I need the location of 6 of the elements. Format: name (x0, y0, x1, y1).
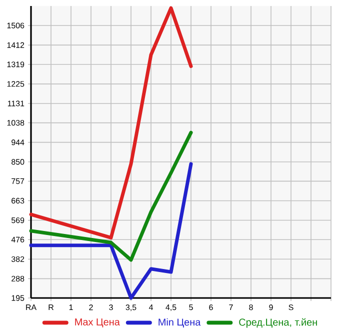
legend-label: Сред.Цена, т.йен (239, 318, 317, 328)
legend-label: Min Цена (158, 318, 201, 328)
line-series (29, 162, 193, 300)
line-series (29, 6, 193, 240)
line-series (29, 130, 193, 262)
legend-label: Max Цена (75, 318, 120, 328)
